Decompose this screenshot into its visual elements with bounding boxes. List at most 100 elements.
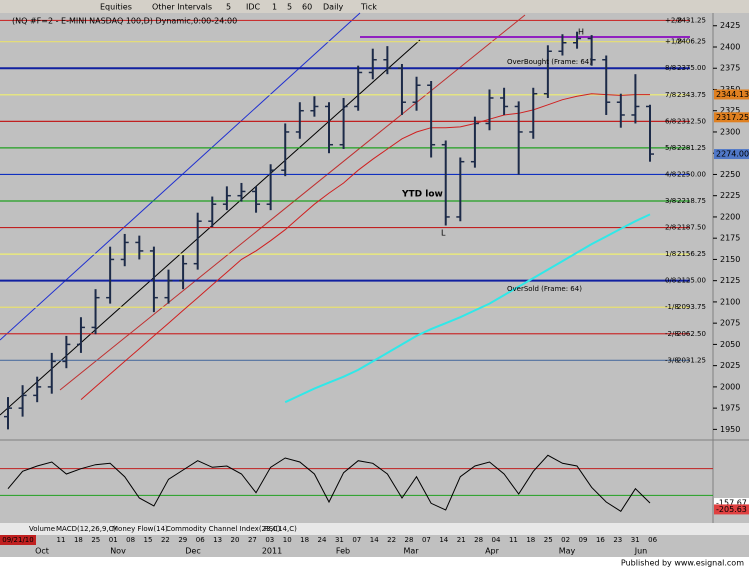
- level-value: 2187.50: [677, 224, 706, 232]
- x-tick-label: 07: [422, 536, 431, 544]
- menu-item[interactable]: 5: [226, 3, 231, 12]
- tab[interactable]: MACD(12,26,9,C): [56, 525, 117, 533]
- moving-average: [80, 93, 650, 400]
- x-tick-label: 28: [405, 536, 414, 544]
- menu-item[interactable]: 5: [287, 3, 292, 12]
- x-tick-label: 22: [161, 536, 170, 544]
- menu-item[interactable]: IDC: [246, 3, 261, 12]
- x-tick-label: 11: [57, 536, 66, 544]
- y-tick-label: 1975: [720, 404, 740, 413]
- level-name: 8/8: [665, 64, 676, 72]
- x-tick-label: 08: [126, 536, 135, 544]
- y-tick-label: 2425: [720, 21, 740, 30]
- level-name: +2/8: [665, 16, 682, 24]
- price-box: [714, 149, 749, 160]
- tab[interactable]: Commodity Channel Index(23,C): [166, 525, 281, 533]
- month-label: Oct: [35, 547, 49, 556]
- month-label: May: [559, 547, 576, 556]
- annotation: OverSold (Frame: 64): [507, 285, 582, 293]
- level-name: 6/8: [665, 117, 676, 125]
- x-tick-label: 22: [387, 536, 396, 544]
- month-label: Mar: [403, 547, 419, 556]
- x-tick-label: 25: [544, 536, 553, 544]
- x-tick-label: 01: [109, 536, 118, 544]
- menu-item[interactable]: Tick: [360, 3, 377, 12]
- plot: 1950197520002025205020752100212521502175…: [0, 16, 749, 556]
- x-tick-label: 20: [231, 536, 240, 544]
- menu-item[interactable]: Daily: [323, 3, 344, 12]
- x-tick-label: 10: [283, 536, 292, 544]
- annotation: YTD low: [401, 190, 443, 200]
- x-tick-label: 18: [526, 536, 535, 544]
- level-name: 7/8: [665, 91, 676, 99]
- chart-title: (NQ #F=2 - E-MINI NASDAQ 100,D) Dynamic,…: [12, 17, 237, 26]
- y-tick-label: 2150: [720, 255, 740, 264]
- x-tick-label: 09: [579, 536, 588, 544]
- x-tick-label: 02: [561, 536, 570, 544]
- tab-bar: Volume MACD(12,26,9,C) Money Flow(14) Co…: [0, 523, 749, 535]
- level-name: -2/8: [665, 330, 679, 338]
- y-tick-label: 2100: [720, 297, 740, 306]
- y-tick-label: 2000: [720, 382, 740, 391]
- x-tick-label: 23: [613, 536, 622, 544]
- x-tick-label: 09/21/10: [2, 536, 33, 544]
- osc-value-label: -157.67: [716, 499, 747, 508]
- x-tick-label: 06: [196, 536, 205, 544]
- annotation: H: [578, 28, 584, 37]
- level-value: 2406.25: [677, 38, 706, 46]
- level-name: 5/8: [665, 144, 676, 152]
- x-tick-label: 04: [492, 536, 501, 544]
- menu-item[interactable]: 60: [302, 3, 312, 12]
- x-tick-label: 11: [509, 536, 518, 544]
- toolbar: Equities Other Intervals 5 IDC 1 5 60 Da…: [0, 0, 749, 13]
- tab-bar-bg: [0, 523, 749, 535]
- oscillator-line: [7, 454, 651, 512]
- tab[interactable]: Money Flow(14): [112, 525, 168, 533]
- month-label: Feb: [336, 547, 350, 556]
- trend-line: [59, 14, 526, 391]
- menu-item[interactable]: Equities: [100, 3, 132, 12]
- x-tick-label: 31: [335, 536, 344, 544]
- month-label: Apr: [485, 547, 500, 556]
- level-value: 2093.75: [677, 303, 706, 311]
- x-tick-label: 28: [474, 536, 483, 544]
- x-tick-label: 18: [74, 536, 83, 544]
- level-value: 2343.75: [677, 91, 706, 99]
- annotation: L: [441, 229, 446, 238]
- x-tick-label: 14: [439, 536, 448, 544]
- x-tick-label: 14: [370, 536, 379, 544]
- level-value: 2431.25: [677, 16, 706, 24]
- tab[interactable]: RSI(14,C): [264, 525, 297, 533]
- level-name: 0/8: [665, 277, 676, 285]
- osc-value-label: -205.63: [716, 505, 747, 514]
- level-value: 2156.25: [677, 250, 706, 258]
- osc-value-box: [714, 504, 749, 515]
- price-box-label: 2317.25: [716, 113, 749, 122]
- y-tick-label: 2025: [720, 361, 740, 370]
- month-label: 2011: [262, 547, 282, 556]
- level-value: 2375.00: [677, 64, 706, 72]
- x-tick-label: 18: [300, 536, 309, 544]
- y-tick-label: 2075: [720, 319, 740, 328]
- level-name: +1/8: [665, 38, 682, 46]
- menu-item[interactable]: 1: [272, 3, 277, 12]
- tab[interactable]: Volume: [29, 525, 55, 533]
- y-tick-label: 2175: [720, 234, 740, 243]
- toolbar-bg: [0, 0, 749, 13]
- y-tick-label: 2200: [720, 212, 740, 221]
- x-tick-label: 24: [318, 536, 327, 544]
- menu-item[interactable]: Other Intervals: [152, 3, 212, 12]
- x-tick-label: 13: [213, 536, 222, 544]
- x-tick-label: 07: [352, 536, 361, 544]
- y-tick-label: 1950: [720, 425, 740, 434]
- month-label: Dec: [185, 547, 200, 556]
- level-name: 2/8: [665, 224, 676, 232]
- x-tick-label: 21: [457, 536, 466, 544]
- month-label: Jun: [634, 547, 648, 556]
- level-value: 2312.50: [677, 117, 706, 125]
- level-name: -3/8: [665, 356, 679, 364]
- price-box-label: 2274.00: [716, 150, 749, 159]
